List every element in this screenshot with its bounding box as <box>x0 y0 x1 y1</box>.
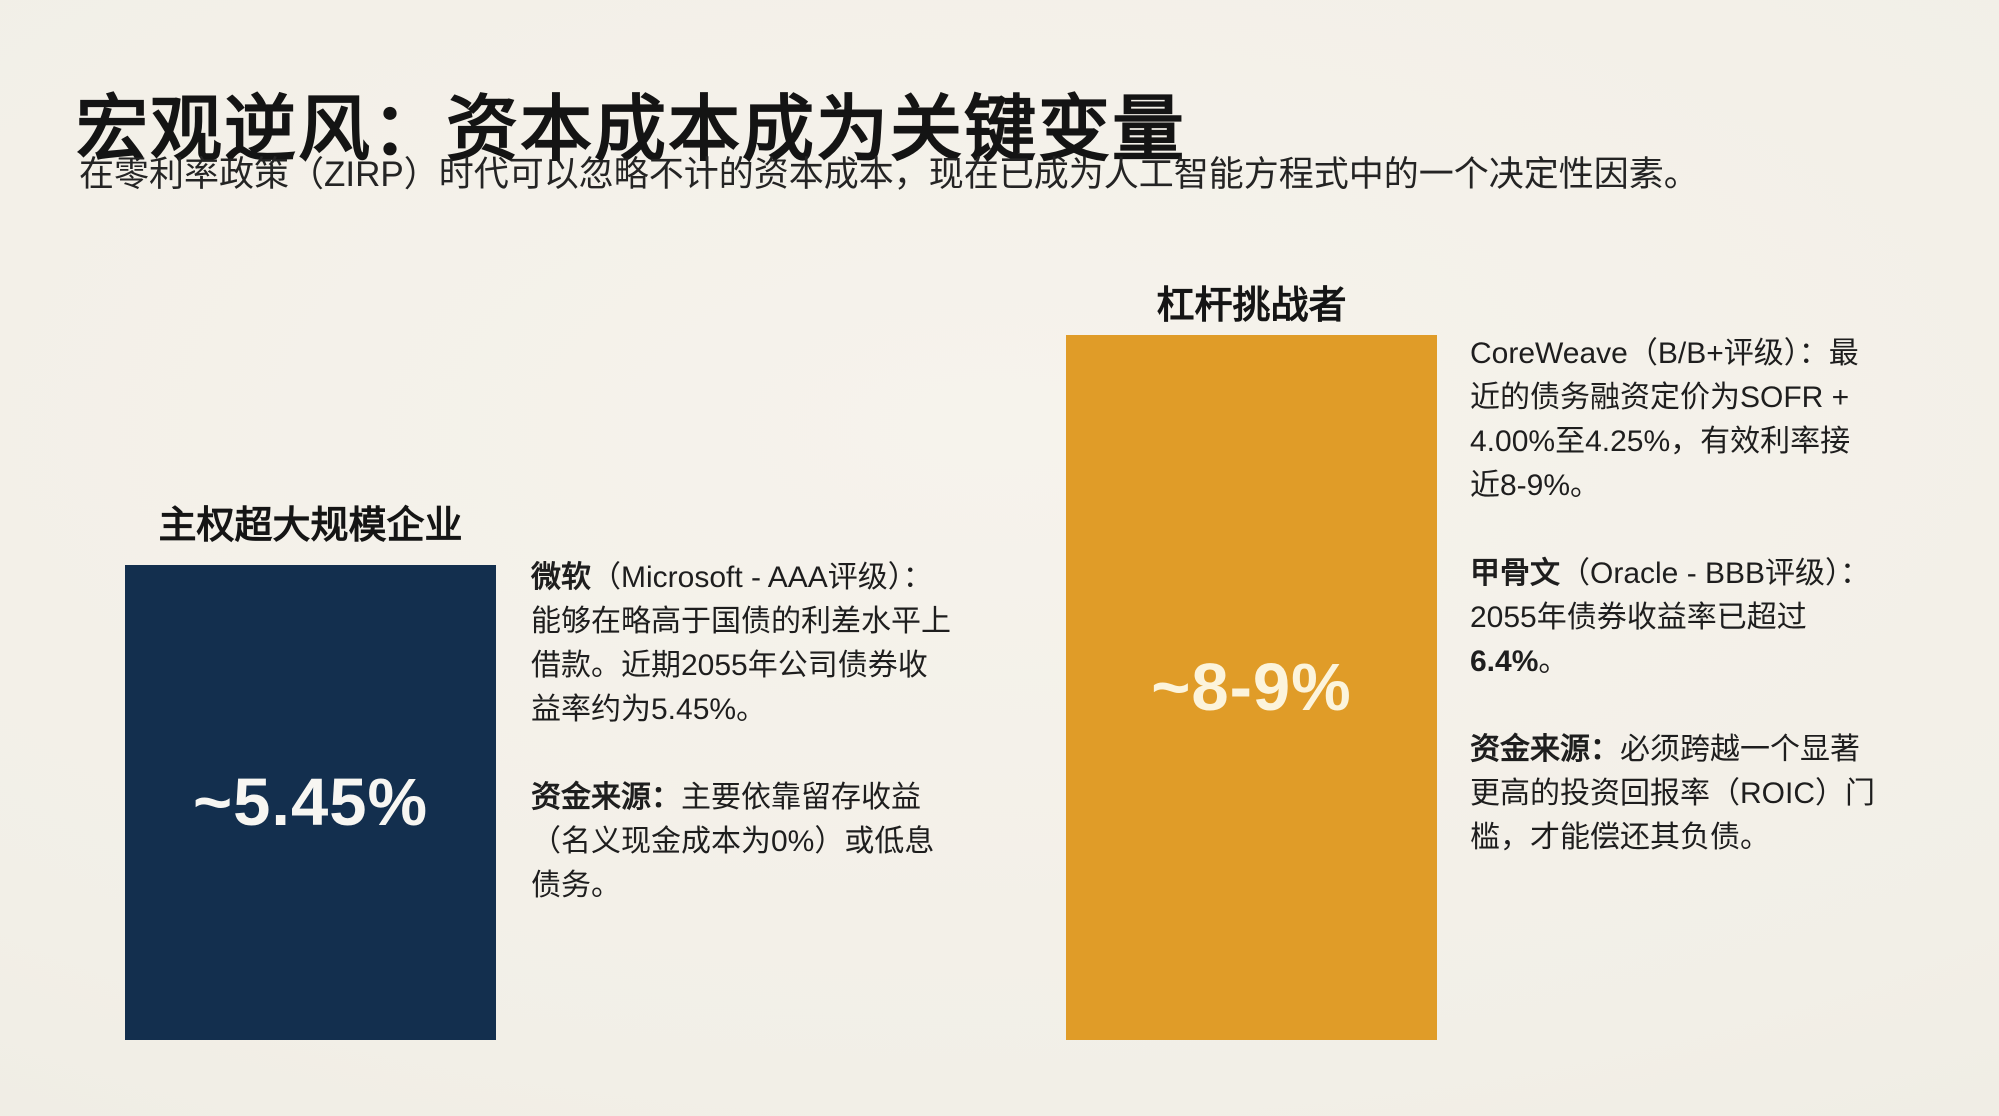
note-paragraph-microsoft: 微软（Microsoft - AAA评级）： 能够在略高于国债的利差水平上 借款… <box>531 556 1091 732</box>
note-lead-bold: 资金来源： <box>531 781 681 814</box>
note-paragraph-funding-left: 资金来源：主要依靠留存收益 （名义现金成本为0%）或低息 债务。 <box>531 776 1091 908</box>
note-lead-bold: 微软 <box>531 561 591 594</box>
note-text: （Microsoft - AAA评级）： 能够在略高于国债的利差水平上 借款。近… <box>531 561 951 726</box>
right-category-label: 杠杆挑战者 <box>1156 285 1347 327</box>
note-paragraph-funding-right: 资金来源：必须跨越一个显著 更高的投资回报率（ROIC）门 槛，才能偿还其负债。 <box>1470 728 1999 860</box>
note-text: CoreWeave（B/B+评级）：最 近的债务融资定价为SOFR + 4.00… <box>1470 337 1859 502</box>
right-bar-value: ~8-9% <box>1151 650 1352 725</box>
note-text: 必须跨越一个显著 更高的投资回报率（ROIC）门 槛，才能偿还其负债。 <box>1470 733 1875 854</box>
note-paragraph-coreweave: CoreWeave（B/B+评级）：最 近的债务融资定价为SOFR + 4.00… <box>1470 332 1999 508</box>
note-lead-bold: 甲骨文 <box>1470 557 1560 590</box>
right-bar: ~8-9% <box>1066 335 1437 1040</box>
left-bar-value: ~5.45% <box>192 765 429 840</box>
note-text: 主要依靠留存收益 （名义现金成本为0%）或低息 债务。 <box>531 781 935 902</box>
right-notes-column: CoreWeave（B/B+评级）：最 近的债务融资定价为SOFR + 4.00… <box>1470 332 1999 860</box>
left-notes-column: 微软（Microsoft - AAA评级）： 能够在略高于国债的利差水平上 借款… <box>531 556 1091 908</box>
note-text: （Oracle - BBB评级）： 2055年债券收益率已超过 <box>1470 557 1871 634</box>
left-category-label: 主权超大规模企业 <box>158 505 463 547</box>
note-bold-value: 6.4% <box>1470 645 1539 678</box>
left-bar: ~5.45% <box>125 565 496 1040</box>
slide-subtitle: 在零利率政策（ZIRP）时代可以忽略不计的资本成本，现在已成为人工智能方程式中的… <box>79 155 1699 194</box>
note-lead-bold: 资金来源： <box>1470 733 1620 766</box>
note-paragraph-oracle: 甲骨文（Oracle - BBB评级）： 2055年债券收益率已超过 6.4%。 <box>1470 552 1999 684</box>
slide-title: 宏观逆风：资本成本成为关键变量 <box>76 90 1187 171</box>
note-text: 。 <box>1538 645 1569 678</box>
